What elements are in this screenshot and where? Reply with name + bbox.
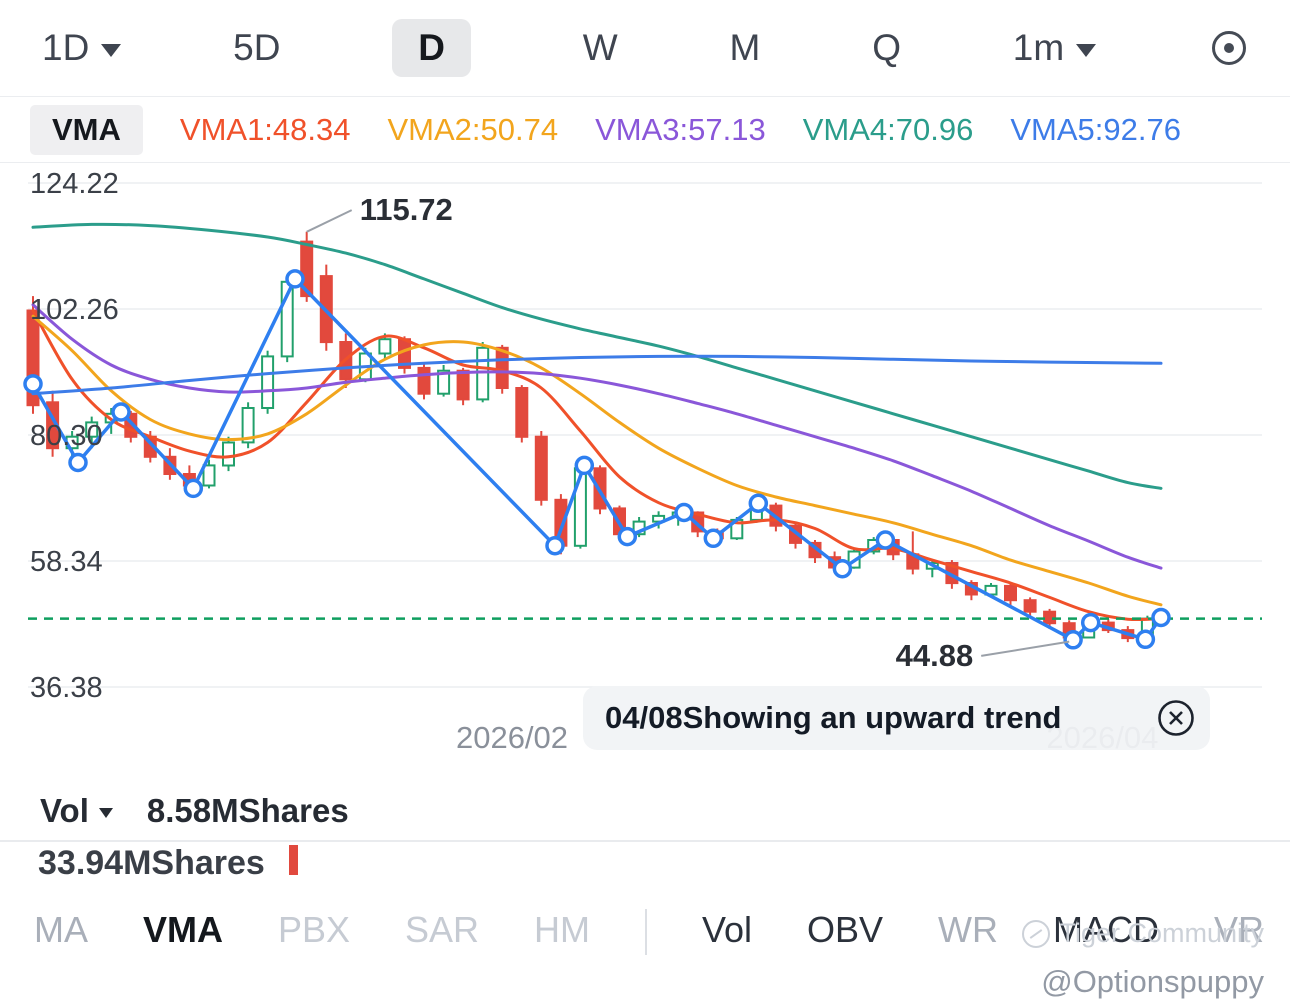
indicator-bar: VMA VMA1:48.34 VMA2:50.74 VMA3:57.13 VMA… (0, 97, 1290, 163)
period-toolbar: 1D 5D D W M Q 1m (0, 0, 1290, 97)
y-axis-labels: 124.22 102.26 80.30 58.34 36.38 (30, 168, 119, 704)
svg-text:2026/02: 2026/02 (456, 720, 568, 755)
volume-axis-max: 33.94MShares (38, 844, 265, 877)
toast-text: 04/08Showing an upward trend (605, 700, 1062, 735)
vma-lines-layer (31, 222, 1163, 622)
volume-label[interactable]: Vol (40, 792, 89, 829)
vma-line-vma5 (31, 354, 1163, 396)
grid-layer (28, 182, 1262, 688)
toast-close-icon[interactable] (1156, 698, 1196, 738)
period-w[interactable]: W (582, 27, 618, 68)
tab-ma[interactable]: MA (34, 909, 88, 950)
chevron-down-icon (1076, 44, 1097, 57)
indicator-name-chip[interactable]: VMA (30, 104, 143, 155)
volume-bar (289, 845, 298, 875)
volume-header: Vol 8.58MShares (40, 792, 349, 830)
volume-divider (0, 840, 1290, 842)
trend-toast: 04/08Showing an upward trend (583, 686, 1210, 750)
vma1-value: VMA1:48.34 (179, 111, 351, 147)
period-d[interactable]: D (392, 19, 471, 77)
vma-line-vma4 (31, 222, 1163, 490)
annotations-layer: 115.72 44.88 (306, 192, 1070, 673)
tab-pbx[interactable]: PBX (277, 909, 351, 950)
period-q[interactable]: Q (872, 27, 901, 68)
period-1m[interactable]: 1m (1012, 27, 1097, 69)
svg-text:80.30: 80.30 (30, 420, 103, 452)
tab-wr[interactable]: WR (938, 909, 999, 950)
vma-line-vma1 (31, 309, 1163, 622)
svg-text:36.38: 36.38 (30, 672, 103, 704)
svg-text:102.26: 102.26 (30, 294, 119, 326)
period-5d[interactable]: 5D (233, 27, 281, 68)
tab-hm[interactable]: HM (534, 909, 591, 950)
chart-settings-icon[interactable] (1208, 27, 1250, 69)
tab-vol[interactable]: Vol (701, 909, 753, 950)
period-1d[interactable]: 1D (42, 27, 122, 69)
vma3-value: VMA3:57.13 (595, 111, 766, 147)
vma5-value: VMA5:92.76 (1010, 111, 1181, 147)
tab-vr[interactable]: VR (1213, 909, 1264, 950)
tab-vma[interactable]: VMA (142, 909, 223, 950)
tab-macd[interactable]: MACD (1053, 909, 1159, 950)
chevron-down-icon (101, 44, 122, 57)
vma2-value: VMA2:50.74 (387, 111, 559, 147)
chevron-down-icon (98, 808, 113, 818)
period-1d-label: 1D (42, 27, 90, 68)
period-1m-label: 1m (1012, 27, 1065, 68)
period-m[interactable]: M (729, 27, 761, 68)
svg-text:115.72: 115.72 (360, 192, 453, 227)
indicator-tabbar: MA VMA PBX SAR HM Vol OBV WR MACD VR (0, 893, 1290, 1008)
vma-line-vma3 (31, 303, 1163, 570)
svg-text:58.34: 58.34 (30, 546, 103, 578)
tab-obv[interactable]: OBV (807, 909, 884, 950)
svg-text:44.88: 44.88 (896, 638, 974, 673)
vma-line-vma2 (31, 314, 1163, 607)
candlestick-chart[interactable]: 124.22102.2680.3058.3436.382026/022026/0… (0, 164, 1290, 764)
tabbar-divider (645, 909, 647, 955)
vma4-value: VMA4:70.96 (802, 111, 974, 147)
svg-text:124.22: 124.22 (30, 168, 119, 200)
tab-sar[interactable]: SAR (405, 909, 480, 950)
zigzag-layer (23, 269, 1171, 650)
volume-current-value: 8.58MShares (146, 792, 349, 829)
